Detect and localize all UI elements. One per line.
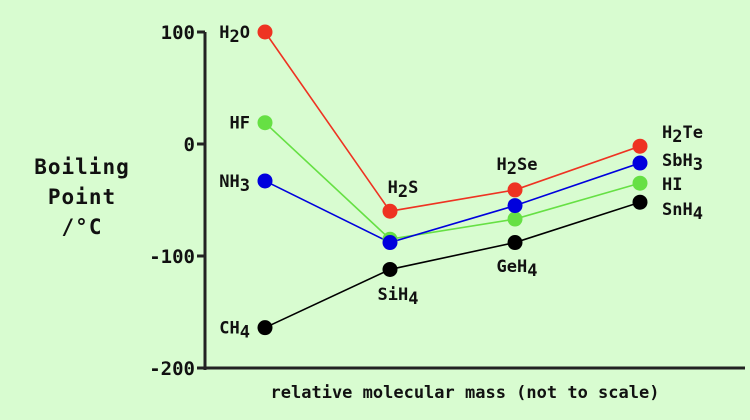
y-tick-label: -200 xyxy=(149,358,195,380)
point-label: SbH3 xyxy=(662,151,703,175)
data-point xyxy=(632,175,648,191)
series-line xyxy=(264,122,641,241)
y-axis-label-line1: Boiling xyxy=(34,155,130,179)
point-label: HI xyxy=(662,175,682,195)
data-point xyxy=(382,203,398,219)
y-tick-label: 100 xyxy=(161,22,195,44)
data-point xyxy=(632,194,648,210)
data-point xyxy=(257,173,273,189)
point-label: SnH4 xyxy=(662,200,703,224)
point-label: GeH4 xyxy=(497,257,538,281)
data-point xyxy=(507,182,523,198)
data-point xyxy=(382,261,398,277)
data-point xyxy=(632,138,648,154)
y-axis-label-line3: /°C xyxy=(61,215,103,239)
series-line xyxy=(264,201,641,329)
data-point xyxy=(507,211,523,227)
y-axis-label-line2: Point xyxy=(47,185,117,209)
data-point xyxy=(507,235,523,251)
series-line xyxy=(264,31,641,213)
data-point xyxy=(632,155,648,171)
point-label: H2Te xyxy=(662,123,703,147)
series-line xyxy=(264,162,641,244)
data-point xyxy=(382,235,398,251)
data-point xyxy=(257,320,273,336)
y-axis-label: Boiling Point /°C xyxy=(22,152,142,242)
point-label: HF xyxy=(230,114,250,134)
data-point xyxy=(507,198,523,214)
point-label: H2O xyxy=(219,23,250,47)
point-label: H2Se xyxy=(497,155,538,179)
y-tick-label: -100 xyxy=(149,246,195,268)
x-axis-label: relative molecular mass (not to scale) xyxy=(270,383,660,403)
point-label: SiH4 xyxy=(378,285,419,309)
point-label: H2S xyxy=(388,178,419,202)
y-tick-label: 0 xyxy=(184,134,195,156)
point-label: NH3 xyxy=(219,172,250,196)
data-point xyxy=(257,115,273,131)
data-point xyxy=(257,24,273,40)
point-label: CH4 xyxy=(219,319,250,343)
